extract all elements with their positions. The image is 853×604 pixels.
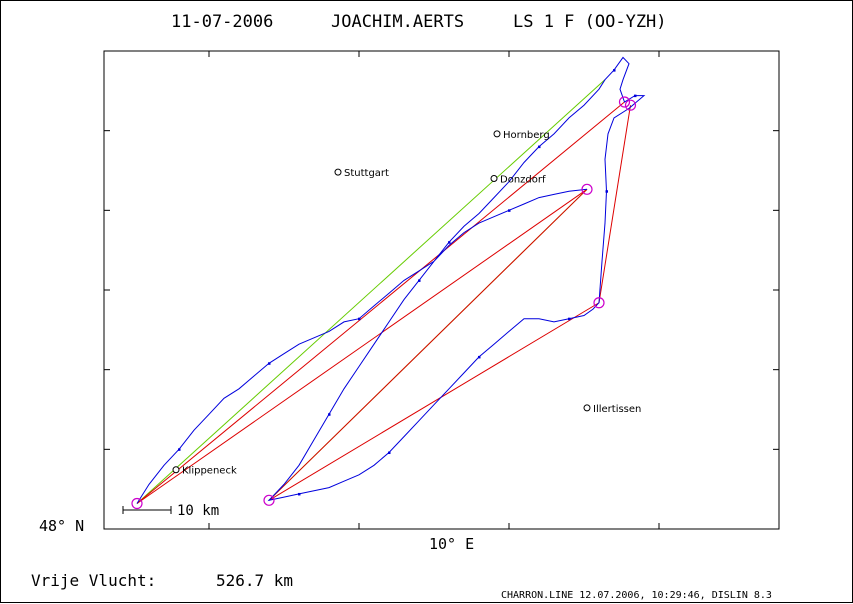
turnpoint-markers xyxy=(131,96,637,510)
place-markers: Stuttgart Hornberg Donzdorf Illertissen Klip… xyxy=(172,130,641,477)
plot-frame xyxy=(103,50,780,530)
scale-bar-label: 10 km xyxy=(177,503,219,519)
track-fix-51 xyxy=(568,317,571,321)
track-fix-45 xyxy=(605,190,608,193)
chart-title-pilot: JOACHIM.AERTS xyxy=(331,12,464,32)
scale-bar: 10 km xyxy=(122,503,219,519)
chart-title-date: 11-07-2006 xyxy=(171,12,273,32)
place-label-1: Hornberg xyxy=(503,130,550,141)
place-label-0: Stuttgart xyxy=(344,168,389,179)
track-fix-27 xyxy=(538,145,541,149)
turnpoint-5 xyxy=(624,99,637,111)
x-axis-label: 10° E xyxy=(429,535,474,553)
place-marker-3 xyxy=(583,404,591,412)
axis-ticks xyxy=(104,51,779,529)
place-label-2: Donzdorf xyxy=(500,174,546,185)
red-legs xyxy=(136,101,631,504)
track-fix-81 xyxy=(418,279,421,282)
turnpoint-1 xyxy=(263,494,275,506)
footer-meta: CHARRON.LINE 12.07.2006, 10:29:46, DISLI… xyxy=(501,590,772,601)
turnpoint-0 xyxy=(131,497,143,510)
flight-track-line xyxy=(136,56,646,504)
distance-value: 526.7 km xyxy=(216,571,293,590)
red-leg-4 xyxy=(598,105,631,303)
track-fix-63 xyxy=(388,451,391,455)
track-fix-33 xyxy=(613,69,616,72)
track-fix-3 xyxy=(178,448,181,451)
place-marker-0 xyxy=(334,168,342,176)
place-marker-1 xyxy=(493,130,501,138)
track-fix-15 xyxy=(358,317,361,321)
red-leg-2 xyxy=(268,188,588,501)
place-marker-2 xyxy=(490,174,498,182)
place-label-4: Klippeneck xyxy=(182,466,237,477)
distance-label: Vrije Vlucht: xyxy=(31,571,156,590)
place-label-3: Illertissen xyxy=(593,404,641,415)
track-fix-57 xyxy=(478,355,481,359)
turnpoint-4 xyxy=(618,96,631,108)
track-fix-39 xyxy=(634,94,637,98)
place-marker-4 xyxy=(172,466,180,474)
track-fix-69 xyxy=(298,492,301,496)
green-legs xyxy=(136,79,606,504)
chart-title-glider: LS 1 F (OO-YZH) xyxy=(513,12,667,32)
track-fix-75 xyxy=(328,413,331,416)
red-leg-3 xyxy=(268,302,600,501)
turnpoint-2 xyxy=(581,183,593,195)
track-fix-21 xyxy=(448,241,451,244)
title-group: 11-07-2006 JOACHIM.AERTS LS 1 F (OO-YZH) xyxy=(171,12,667,32)
turnpoint-3 xyxy=(593,297,605,309)
track-fix-9 xyxy=(268,362,271,365)
red-leg-1 xyxy=(136,101,625,504)
track-fix-87 xyxy=(508,209,511,212)
red-leg-0 xyxy=(136,188,588,504)
flight-track xyxy=(136,56,646,504)
green-leg-0 xyxy=(136,79,606,504)
y-axis-label: 48° N xyxy=(39,517,84,535)
